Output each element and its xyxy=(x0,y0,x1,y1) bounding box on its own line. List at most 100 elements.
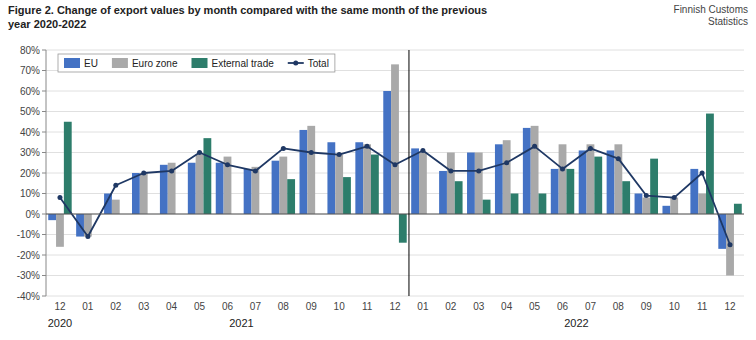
year-label: 2022 xyxy=(564,317,588,329)
y-tick xyxy=(42,50,46,51)
bar xyxy=(335,155,343,214)
bar xyxy=(642,198,650,214)
bar xyxy=(551,169,559,214)
x-tick-label: 12 xyxy=(724,301,736,312)
bar xyxy=(56,214,64,247)
y-tick-label: -30% xyxy=(17,270,40,281)
bar xyxy=(287,179,295,214)
bar xyxy=(495,144,503,214)
bar xyxy=(483,200,491,214)
legend-swatch xyxy=(192,58,208,68)
x-axis: 1201020304050607080910111201020304050607… xyxy=(48,301,736,329)
y-axis: -40%-30%-20%-10%0%10%20%30%40%50%60%70%8… xyxy=(17,45,46,302)
x-tick-label: 05 xyxy=(194,301,206,312)
bar xyxy=(690,169,698,214)
x-tick-label: 12 xyxy=(389,301,401,312)
bar xyxy=(64,122,72,214)
legend-label: EU xyxy=(84,58,98,69)
point xyxy=(113,183,118,188)
plot-area xyxy=(48,64,742,275)
y-tick xyxy=(42,132,46,133)
bar xyxy=(523,128,531,214)
bar xyxy=(511,194,519,215)
point xyxy=(476,168,481,173)
grid-line xyxy=(46,255,744,256)
point xyxy=(169,168,174,173)
point xyxy=(672,195,677,200)
x-tick-label: 06 xyxy=(557,301,569,312)
grid-line xyxy=(46,214,744,215)
legend-swatch xyxy=(112,58,128,68)
y-tick xyxy=(42,296,46,297)
y-tick xyxy=(42,91,46,92)
x-tick-label: 08 xyxy=(613,301,625,312)
bar xyxy=(132,173,140,214)
point xyxy=(700,171,705,176)
x-tick-label: 08 xyxy=(278,301,290,312)
point xyxy=(141,171,146,176)
grid-line xyxy=(46,275,744,276)
bar xyxy=(650,159,658,214)
y-tick-label: 30% xyxy=(20,147,40,158)
point xyxy=(281,146,286,151)
bar xyxy=(614,144,622,214)
bar xyxy=(140,173,148,214)
y-tick-label: 20% xyxy=(20,168,40,179)
x-tick-label: 11 xyxy=(362,301,373,312)
bar-series xyxy=(48,91,726,249)
bar xyxy=(251,167,259,214)
x-tick-label: 06 xyxy=(222,301,234,312)
year-label: 2021 xyxy=(229,317,253,329)
source: Finnish CustomsStatistics xyxy=(674,4,748,27)
bar xyxy=(734,204,742,214)
x-tick-label: 04 xyxy=(166,301,178,312)
y-tick-label: -40% xyxy=(17,291,40,302)
grid xyxy=(46,50,744,296)
legend-swatch xyxy=(64,58,80,68)
bar xyxy=(622,181,630,214)
y-tick-label: -10% xyxy=(17,229,40,240)
x-tick-label: 10 xyxy=(669,301,681,312)
point xyxy=(309,150,314,155)
x-tick-label: 11 xyxy=(697,301,708,312)
grid-line xyxy=(46,296,744,297)
point xyxy=(253,168,258,173)
point xyxy=(728,242,733,247)
grid-line xyxy=(46,234,744,235)
bar xyxy=(726,214,734,276)
y-tick xyxy=(42,111,46,112)
y-tick-label: 10% xyxy=(20,188,40,199)
point xyxy=(616,156,621,161)
bar xyxy=(531,126,539,214)
point xyxy=(57,195,62,200)
bar xyxy=(587,144,595,214)
bar xyxy=(419,153,427,215)
x-tick-label: 07 xyxy=(250,301,262,312)
bar xyxy=(475,153,483,215)
y-tick xyxy=(42,214,46,215)
y-tick xyxy=(42,193,46,194)
y-tick xyxy=(42,234,46,235)
y-tick xyxy=(42,255,46,256)
x-tick-label: 09 xyxy=(641,301,653,312)
x-tick-label: 05 xyxy=(529,301,541,312)
grid-line xyxy=(46,50,744,51)
x-tick-label: 02 xyxy=(110,301,122,312)
bar-series xyxy=(56,64,734,275)
point xyxy=(365,144,370,149)
legend-label: Total xyxy=(308,58,329,69)
point xyxy=(560,166,565,171)
bar xyxy=(698,194,706,215)
bar xyxy=(594,157,602,214)
bar xyxy=(439,171,447,214)
y-tick-label: 70% xyxy=(20,65,40,76)
y-tick-label: 60% xyxy=(20,86,40,97)
bar xyxy=(48,214,56,220)
x-tick-label: 03 xyxy=(138,301,150,312)
point xyxy=(393,162,398,167)
y-tick xyxy=(42,173,46,174)
line-series xyxy=(57,144,732,247)
year-label: 2020 xyxy=(48,317,72,329)
bar xyxy=(307,126,315,214)
bar-series xyxy=(64,114,742,243)
